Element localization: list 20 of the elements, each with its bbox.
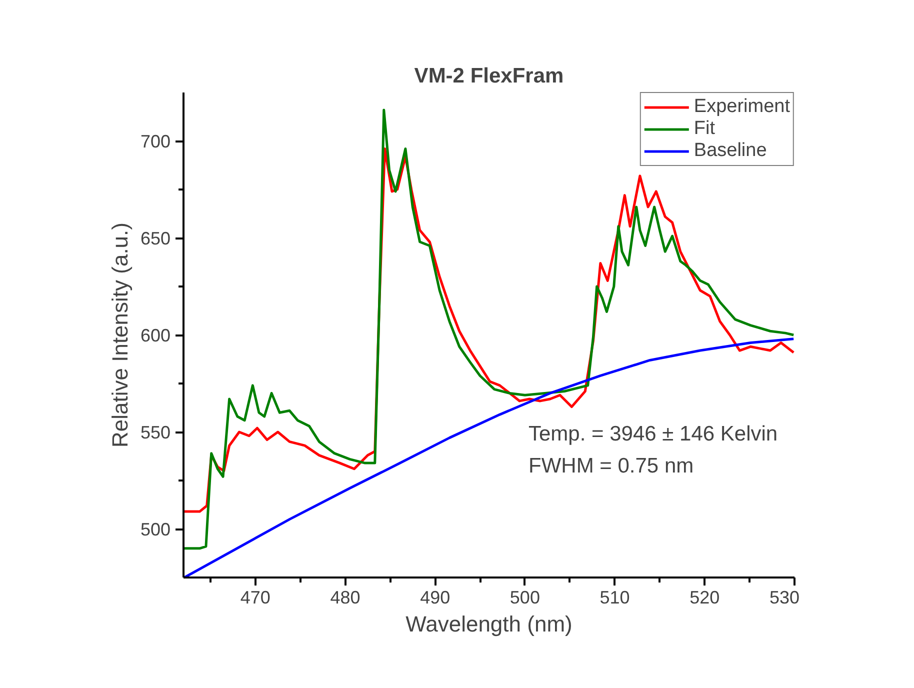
- y-tick-label: 600: [140, 326, 171, 346]
- legend-label: Experiment: [694, 96, 790, 118]
- x-tick-label: 510: [600, 588, 630, 608]
- annotation: FWHM = 0.75 nm: [528, 454, 694, 478]
- x-axis-title: Wavelength (nm): [406, 612, 572, 636]
- x-tick-label: 470: [240, 588, 270, 608]
- x-tick-label: 490: [420, 588, 450, 608]
- legend-label: Fit: [694, 118, 715, 140]
- y-axis-title: Relative Intensity (a.u.): [107, 222, 132, 448]
- y-tick-label: 550: [140, 422, 171, 442]
- x-tick-label: 530: [769, 588, 800, 608]
- y-tick-label: 500: [140, 520, 171, 540]
- x-tick-label: 520: [690, 588, 720, 608]
- legend-label: Baseline: [694, 140, 767, 162]
- y-tick-label: 650: [140, 228, 171, 248]
- annotation: Temp. = 3946 ± 146 Kelvin: [528, 422, 778, 446]
- y-tick-label: 700: [140, 132, 171, 152]
- chart-title: VM-2 FlexFram: [414, 64, 564, 88]
- x-tick-label: 500: [510, 588, 540, 608]
- x-tick-label: 480: [330, 588, 360, 608]
